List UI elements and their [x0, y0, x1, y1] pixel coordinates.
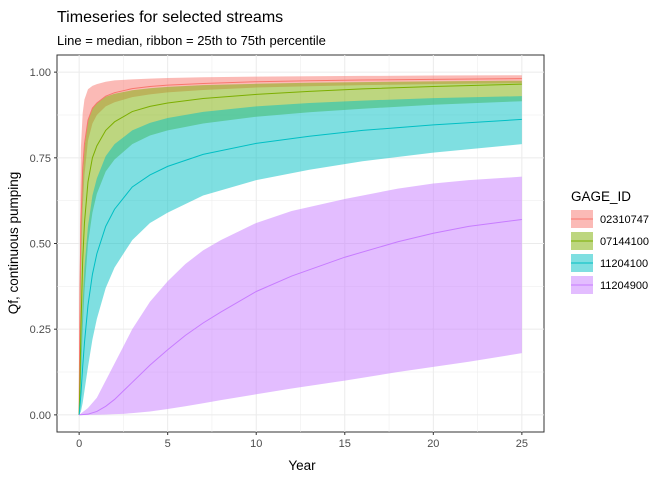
- legend-label-02310747: 02310747: [600, 214, 649, 226]
- y-tick-label: 1.00: [30, 67, 51, 79]
- x-axis: 0 5 10 15 20 25: [76, 432, 528, 450]
- legend-label-11204900: 11204900: [600, 280, 648, 292]
- x-tick-label: 10: [250, 438, 262, 450]
- x-axis-title: Year: [288, 458, 316, 473]
- legend-label-11204100: 11204100: [600, 258, 648, 270]
- ribbon-07144100: [79, 80, 522, 415]
- ribbons: [79, 75, 522, 415]
- x-tick-label: 15: [339, 438, 351, 450]
- y-tick-label: 0.50: [30, 239, 51, 251]
- legend-title: GAGE_ID: [571, 189, 631, 204]
- y-axis-title: Qf, continuous pumping: [6, 172, 21, 315]
- y-axis: 0.00 0.25 0.50 0.75 1.00: [30, 67, 57, 422]
- y-tick-label: 0.75: [30, 153, 51, 165]
- x-tick-label: 5: [165, 438, 171, 450]
- ribbon-11204100: [79, 96, 522, 415]
- median-lines: [78, 78, 522, 416]
- legend-label-07144100: 07144100: [600, 236, 649, 248]
- median-line-07144100: [78, 83, 522, 415]
- y-tick-label: 0.00: [30, 410, 51, 422]
- y-tick-label: 0.25: [30, 324, 51, 336]
- x-tick-label: 20: [427, 438, 439, 450]
- ribbon-11204900: [79, 176, 522, 415]
- chart-subtitle: Line = median, ribbon = 25th to 75th per…: [57, 33, 326, 48]
- chart-title: Timeseries for selected streams: [57, 9, 283, 26]
- x-tick-label: 25: [516, 438, 528, 450]
- median-line-11204100: [78, 118, 522, 415]
- legend: GAGE_ID 02310747 07144100 11204100 11204900: [571, 189, 649, 294]
- x-tick-label: 0: [76, 438, 82, 450]
- median-line-11204900: [79, 219, 522, 416]
- median-line-02310747: [78, 78, 522, 415]
